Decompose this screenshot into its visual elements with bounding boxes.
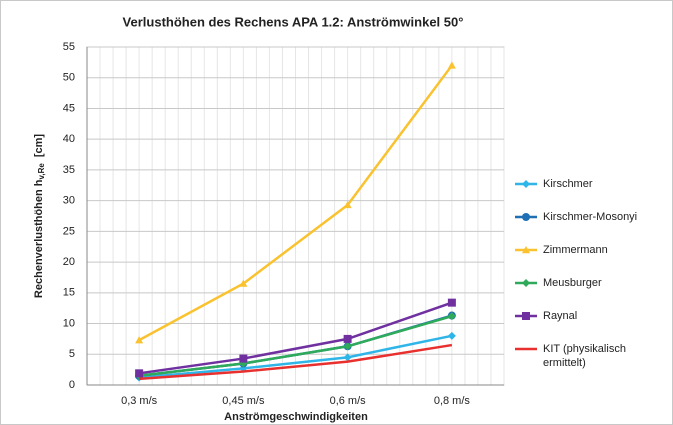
marker: [343, 334, 352, 343]
y-tick-label: 5: [69, 348, 75, 360]
marker: [343, 342, 352, 351]
legend-label: Meusburger: [543, 277, 602, 289]
legend-label: KIT (physikalisch ermittelt): [543, 343, 626, 369]
x-axis-label: Anströmgeschwindigkeiten: [224, 411, 368, 423]
legend-item: Raynal: [513, 309, 663, 323]
marker: [135, 369, 144, 378]
chart-title: Verlusthöhen des Rechens APA 1.2: Anströ…: [123, 14, 464, 29]
legend-marker: [522, 312, 530, 320]
x-tick-label: 0,45 m/s: [222, 395, 265, 407]
y-tick-label: 0: [69, 379, 75, 391]
legend-swatch: [515, 347, 537, 351]
x-tick-label: 0,8 m/s: [434, 395, 471, 407]
series-line: [138, 314, 453, 378]
marker: [447, 298, 456, 307]
legend: Kirschmer Kirschmer-Mosonyi Zimmermann Meus…: [513, 177, 663, 389]
marker: [343, 353, 352, 362]
y-axis-label-unit: [cm]: [33, 134, 45, 158]
legend-marker: [522, 180, 530, 188]
legend-swatch: [515, 246, 537, 254]
legend-item: Meusburger: [513, 276, 663, 290]
y-axis-label-main: Rechenverlusthöhen h: [33, 179, 45, 298]
y-tick-label: 30: [63, 195, 75, 207]
legend-swatch: [515, 213, 537, 221]
legend-label: Raynal: [543, 310, 578, 322]
series-line: [139, 343, 453, 381]
legend-item: Kirschmer: [513, 177, 663, 191]
legend-swatch: [515, 180, 537, 188]
y-tick-label: 55: [63, 41, 75, 53]
y-tick-label: 25: [63, 225, 75, 237]
legend-item: Kirschmer-Mosonyi: [513, 210, 663, 224]
y-tick-label: 10: [63, 317, 75, 329]
legend-item: KIT (physikalisch ermittelt): [513, 342, 663, 370]
legend-marker: [522, 246, 530, 254]
marker: [447, 61, 456, 69]
legend-label: Kirschmer-Mosonyi: [543, 211, 638, 223]
x-tick-label: 0,6 m/s: [330, 395, 367, 407]
y-tick-label: 35: [63, 164, 75, 176]
marker: [239, 279, 248, 287]
series-line: [138, 64, 453, 342]
legend-item: Zimmermann: [513, 243, 663, 257]
legend-label: Zimmermann: [543, 244, 608, 256]
legend-swatch: [515, 312, 537, 320]
y-tick-label: 40: [63, 133, 75, 145]
legend-label: Kirschmer: [543, 178, 593, 190]
y-tick-label: 20: [63, 256, 75, 268]
y-axis-label-sub: v,Re: [37, 163, 46, 180]
y-tick-label: 50: [63, 72, 75, 84]
marker: [447, 312, 456, 321]
y-axis-label: Rechenverlusthöhen hv,Re [cm]: [33, 134, 46, 298]
legend-swatch: [515, 279, 537, 287]
marker: [343, 200, 352, 209]
marker: [239, 354, 248, 363]
y-tick-label: 15: [63, 287, 75, 299]
legend-marker: [522, 279, 530, 287]
legend-marker: [522, 213, 530, 221]
marker: [135, 336, 144, 344]
marker: [447, 331, 456, 340]
series-line: [139, 334, 453, 379]
series-line: [138, 301, 453, 375]
y-tick-label: 45: [63, 102, 75, 114]
x-tick-label: 0,3 m/s: [121, 395, 158, 407]
